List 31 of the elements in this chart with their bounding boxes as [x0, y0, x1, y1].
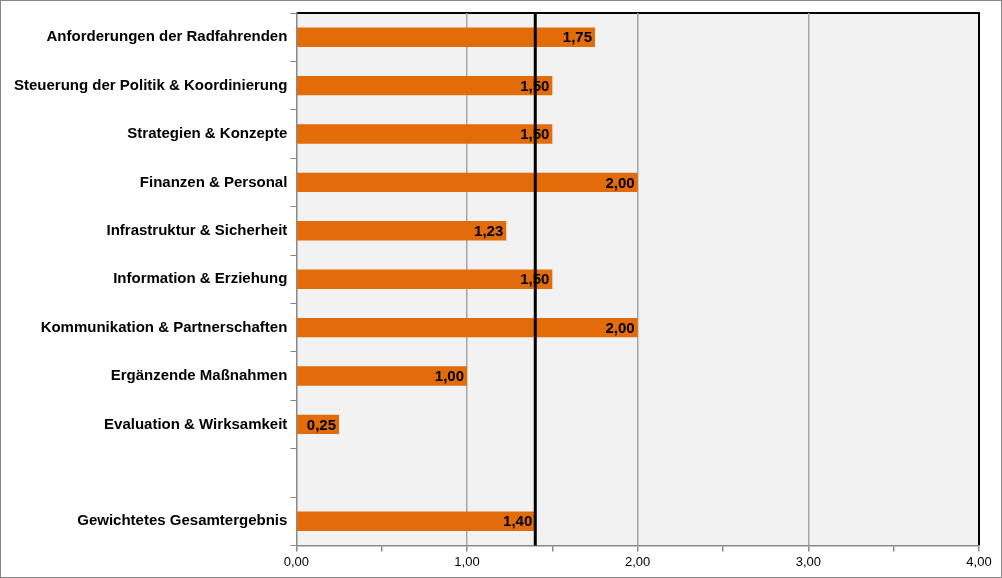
x-tick-label: 1,00: [454, 553, 480, 569]
data-label: 0,25: [306, 415, 337, 433]
x-tick-label: 4,00: [966, 553, 992, 569]
y-tick-label: Infrastruktur & Sicherheit: [106, 220, 288, 238]
x-tick-label: 2,00: [625, 553, 651, 569]
bar: [297, 269, 553, 289]
y-tick-label: Steuerung der Politik & Koordinierung: [13, 75, 288, 93]
y-tick-label: Gewichtetes Gesamtergebnis: [77, 511, 288, 529]
data-label: 2,00: [605, 318, 635, 336]
bar: [297, 221, 507, 241]
data-label: 1,23: [474, 221, 504, 239]
bar: [297, 27, 596, 47]
y-tick-label: Ergänzende Maßnahmen: [110, 366, 288, 384]
y-tick-label: Evaluation & Wirksamkeit: [104, 414, 288, 432]
data-label: 1,00: [434, 367, 465, 385]
data-label: 2,00: [605, 173, 635, 191]
y-tick-label: Anforderungen der Radfahrenden: [46, 27, 288, 45]
bar: [297, 172, 638, 193]
data-label: 1,40: [503, 512, 533, 530]
x-tick-label: 0,00: [283, 553, 309, 569]
x-tick-label: 3,00: [795, 553, 821, 569]
y-tick-label: Finanzen & Personal: [139, 172, 288, 190]
bar: [297, 75, 553, 96]
y-tick-label: Strategien & Konzepte: [127, 124, 288, 142]
data-label: 1,75: [562, 28, 593, 46]
bar: [297, 511, 536, 531]
bar: [297, 366, 468, 386]
y-tick-label: Kommunikation & Partnerschaften: [40, 317, 288, 335]
bar: [297, 317, 638, 338]
bar: [297, 124, 553, 144]
y-tick-label: Information & Erziehung: [113, 269, 288, 287]
